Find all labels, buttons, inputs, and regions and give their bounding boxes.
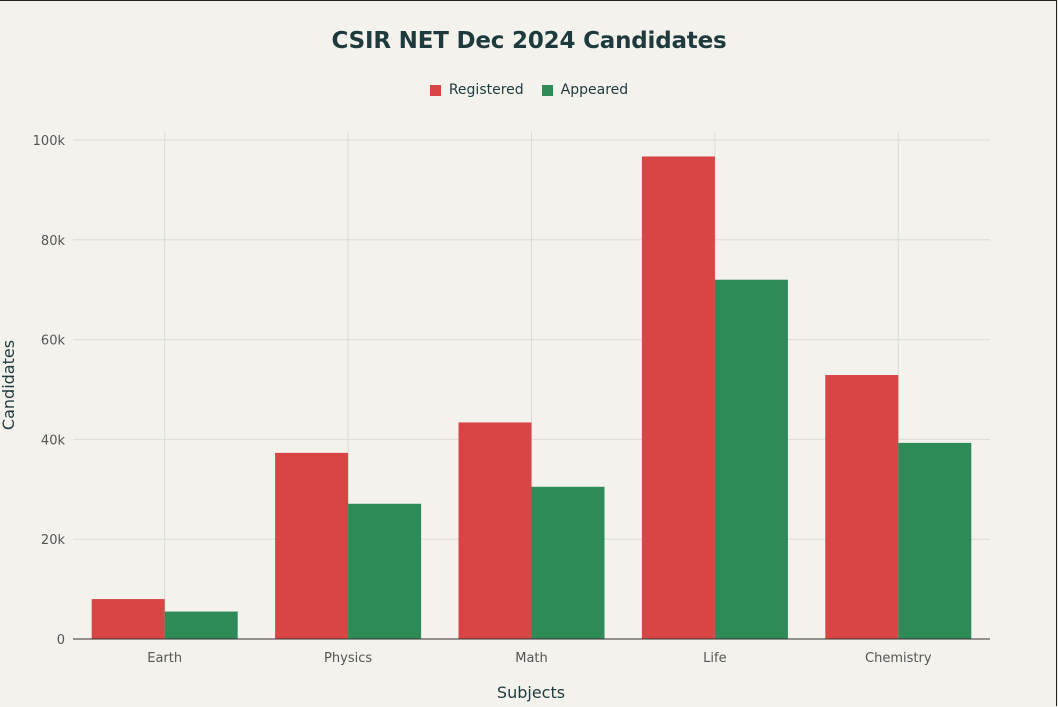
bar-registered-math[interactable] [458, 422, 532, 639]
bar-registered-physics[interactable] [275, 452, 349, 639]
x-tick-label: Physics [324, 651, 372, 666]
legend-swatch-appeared [541, 84, 553, 96]
legend-label-registered: Registered [448, 82, 524, 98]
bar-appeared-earth[interactable] [164, 611, 238, 639]
chart-title: CSIR NET Dec 2024 Candidates [331, 28, 727, 54]
bars [91, 156, 972, 640]
legend-label-appeared: Appeared [560, 82, 629, 98]
y-tick-label: 40k [41, 433, 66, 448]
bar-appeared-physics[interactable] [348, 503, 422, 639]
y-axis-title: Candidates [0, 340, 18, 430]
bar-registered-chemistry[interactable] [825, 375, 899, 639]
x-tick-label: Life [703, 651, 726, 666]
bar-appeared-math[interactable] [531, 486, 605, 639]
legend-item-appeared[interactable]: Appeared [541, 82, 629, 98]
y-tick-label: 0 [57, 633, 65, 648]
bar-registered-earth[interactable] [91, 599, 165, 639]
y-tick-label: 60k [41, 334, 66, 349]
x-axis-title: Subjects [497, 683, 565, 702]
x-tick-label: Math [515, 651, 548, 666]
axes: 0 20k 40k 60k 80k 100k Earth Physics Math Life Che… [33, 134, 990, 666]
y-tick-label: 80k [41, 234, 66, 249]
bar-appeared-chemistry[interactable] [898, 442, 972, 639]
chart-legend: Registered Appeared [0, 82, 1058, 98]
y-tick-label: 100k [33, 134, 66, 149]
legend-item-registered[interactable]: Registered [429, 82, 524, 98]
bar-registered-life[interactable] [641, 156, 715, 640]
bar-appeared-life[interactable] [714, 279, 788, 639]
x-tick-label: Earth [147, 651, 182, 666]
legend-swatch-registered [429, 84, 441, 96]
x-tick-label: Chemistry [865, 651, 932, 666]
y-tick-label: 20k [41, 533, 66, 548]
